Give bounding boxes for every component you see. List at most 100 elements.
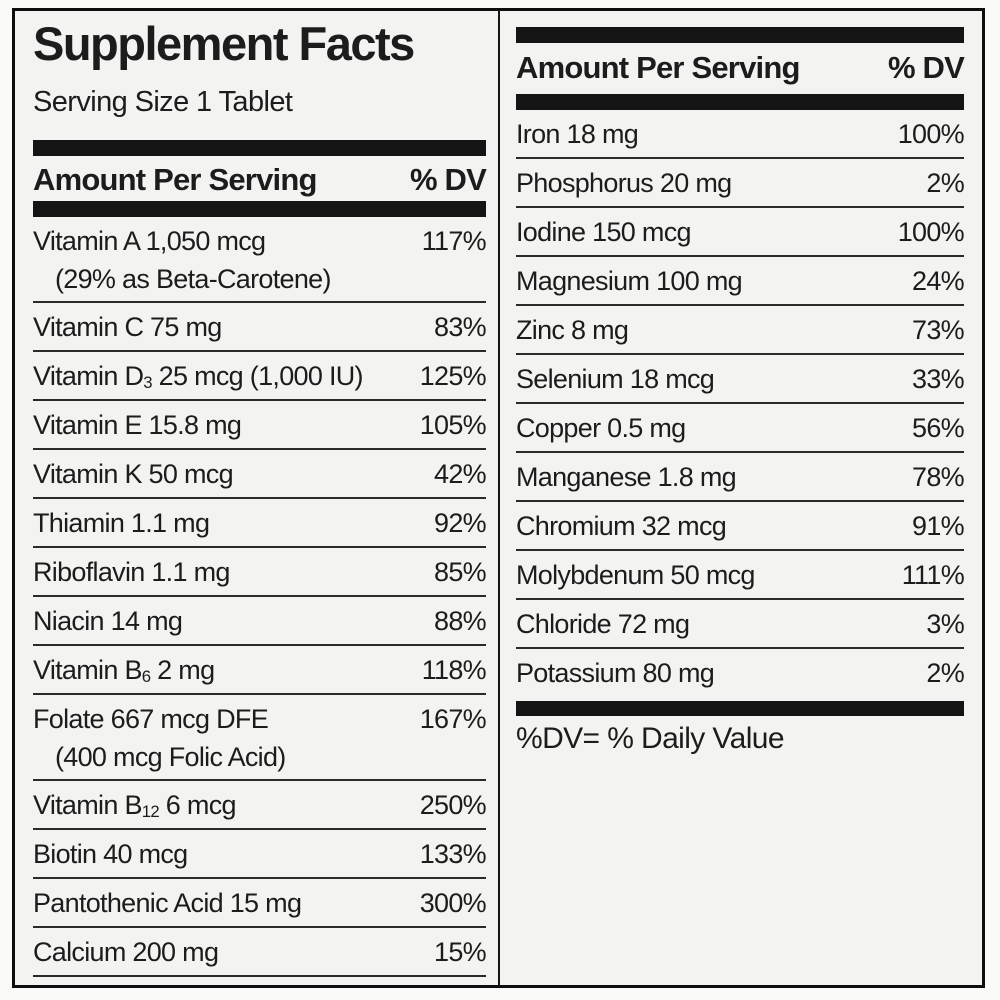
nutrient-name: Chloride 72 mg bbox=[516, 609, 690, 639]
nutrient-row-main: Biotin 40 mcg 133% bbox=[33, 834, 487, 874]
nutrient-name: Iodine 150 mcg bbox=[516, 217, 692, 247]
nutrient-dv-value: 24% bbox=[912, 266, 965, 296]
nutrient-row: Vitamin C 75 mg 83% bbox=[33, 303, 487, 352]
amount-per-serving-label: Amount Per Serving bbox=[33, 162, 317, 197]
nutrient-dv-value: 105% bbox=[419, 410, 487, 440]
nutrient-note: (29% as Beta-Carotene) bbox=[55, 264, 331, 294]
nutrient-dv-value: 100% bbox=[897, 119, 965, 149]
nutrient-row: Niacin 14 mg 88% bbox=[33, 597, 487, 646]
nutrient-row-main: Copper 0.5 mg 56% bbox=[516, 408, 965, 448]
nutrient-row: Vitamin A 1,050 mcg 117% (29% as Beta-Caro… bbox=[33, 217, 487, 303]
percent-dv-label: % DV bbox=[887, 50, 965, 85]
nutrient-dv-value: 3% bbox=[926, 609, 964, 639]
nutrient-dv-value: 125% bbox=[419, 361, 487, 391]
nutrient-row-main: Niacin 14 mg 88% bbox=[33, 601, 487, 641]
nutrient-row-main: Magnesium 100 mg 24% bbox=[516, 261, 965, 301]
daily-value-footnote: %DV= % Daily Value bbox=[516, 722, 785, 755]
nutrient-name: Manganese 1.8 mg bbox=[516, 462, 737, 492]
nutrient-row-main: Molybdenum 50 mcg 111% bbox=[516, 555, 965, 595]
nutrient-row-main: Manganese 1.8 mg 78% bbox=[516, 457, 965, 497]
nutrient-note: (400 mcg Folic Acid) bbox=[55, 742, 286, 772]
nutrient-dv-value: 73% bbox=[912, 315, 965, 345]
nutrient-row-main: Riboflavin 1.1 mg 85% bbox=[33, 552, 487, 592]
nutrient-name: Niacin 14 mg bbox=[33, 606, 183, 636]
nutrient-dv-value: 85% bbox=[434, 557, 487, 587]
column-header-left: Amount Per Serving % DV bbox=[33, 162, 487, 198]
nutrient-row: Magnesium 100 mg 24% bbox=[516, 257, 965, 306]
nutrient-row-main: Vitamin B12 6 mcg 250% bbox=[33, 785, 487, 825]
nutrient-name: Iron 18 mg bbox=[516, 119, 639, 149]
thick-divider-bar bbox=[516, 94, 964, 110]
nutrient-dv-value: 2% bbox=[926, 658, 964, 688]
nutrient-row: Vitamin K 50 mcg 42% bbox=[33, 450, 487, 499]
nutrient-name: Folate 667 mcg DFE bbox=[33, 704, 269, 734]
nutrient-row-main: Vitamin K 50 mcg 42% bbox=[33, 454, 487, 494]
nutrient-row-main: Chromium 32 mcg 91% bbox=[516, 506, 965, 546]
nutrient-row-main: Vitamin C 75 mg 83% bbox=[33, 307, 487, 347]
nutrient-name: Potassium 80 mg bbox=[516, 658, 715, 688]
nutrient-name: Molybdenum 50 mcg bbox=[516, 560, 755, 590]
nutrient-row: Iodine 150 mcg 100% bbox=[516, 208, 965, 257]
nutrient-name: Phosphorus 20 mg bbox=[516, 168, 732, 198]
nutrient-dv-value: 83% bbox=[434, 312, 487, 342]
nutrient-row: Biotin 40 mcg 133% bbox=[33, 830, 487, 879]
nutrient-name: Zinc 8 mg bbox=[516, 315, 629, 345]
nutrient-row-main: Chloride 72 mg 3% bbox=[516, 604, 965, 644]
serving-size: Serving Size 1 Tablet bbox=[33, 86, 293, 118]
nutrient-rows-right: Iron 18 mg 100% Phosphorus 20 mg 2% Iodine 1… bbox=[516, 110, 965, 698]
nutrient-dv-value: 100% bbox=[897, 217, 965, 247]
nutrient-rows-left: Vitamin A 1,050 mcg 117% (29% as Beta-Caro… bbox=[33, 217, 487, 977]
nutrient-name: Vitamin E 15.8 mg bbox=[33, 410, 242, 440]
supplement-facts-label: Supplement Facts Serving Size 1 Tablet A… bbox=[12, 8, 985, 988]
nutrient-row: Pantothenic Acid 15 mg 300% bbox=[33, 879, 487, 928]
nutrient-dv-value: 33% bbox=[912, 364, 965, 394]
nutrient-dv-value: 118% bbox=[421, 655, 487, 685]
nutrient-row: Vitamin E 15.8 mg 105% bbox=[33, 401, 487, 450]
nutrient-row: Vitamin D3 25 mcg (1,000 IU) 125% bbox=[33, 352, 487, 401]
nutrient-dv-value: 91% bbox=[912, 511, 965, 541]
amount-per-serving-label: Amount Per Serving bbox=[516, 50, 800, 85]
nutrient-dv-value: 133% bbox=[419, 839, 487, 869]
nutrient-row-main: Vitamin E 15.8 mg 105% bbox=[33, 405, 487, 445]
nutrient-name: Copper 0.5 mg bbox=[516, 413, 686, 443]
nutrient-name: Biotin 40 mcg bbox=[33, 839, 188, 869]
nutrient-row: Molybdenum 50 mcg 111% bbox=[516, 551, 965, 600]
nutrient-row: Thiamin 1.1 mg 92% bbox=[33, 499, 487, 548]
thick-divider-bar bbox=[516, 701, 964, 716]
nutrient-name: Thiamin 1.1 mg bbox=[33, 508, 210, 538]
nutrient-row-main: Vitamin A 1,050 mcg 117% bbox=[33, 221, 487, 261]
column-header-right: Amount Per Serving % DV bbox=[516, 49, 965, 87]
nutrient-name: Vitamin B6 2 mg bbox=[33, 655, 215, 686]
nutrient-name: Selenium 18 mcg bbox=[516, 364, 715, 394]
nutrient-row: Copper 0.5 mg 56% bbox=[516, 404, 965, 453]
nutrient-name: Vitamin D3 25 mcg (1,000 IU) bbox=[33, 361, 364, 392]
column-divider bbox=[498, 11, 500, 985]
nutrient-row: Phosphorus 20 mg 2% bbox=[516, 159, 965, 208]
nutrient-row: Manganese 1.8 mg 78% bbox=[516, 453, 965, 502]
nutrient-row-main: Selenium 18 mcg 33% bbox=[516, 359, 965, 399]
nutrient-row: Calcium 200 mg 15% bbox=[33, 928, 487, 977]
nutrient-dv-value: 167% bbox=[419, 704, 487, 734]
nutrient-row-main: Phosphorus 20 mg 2% bbox=[516, 163, 965, 203]
nutrient-row: Vitamin B6 2 mg 118% bbox=[33, 646, 487, 695]
nutrient-dv-value: 300% bbox=[419, 888, 487, 918]
nutrient-name: Magnesium 100 mg bbox=[516, 266, 743, 296]
nutrient-row-main: Folate 667 mcg DFE 167% bbox=[33, 699, 487, 739]
nutrient-row-main: Potassium 80 mg 2% bbox=[516, 653, 965, 693]
nutrient-row-main: Pantothenic Acid 15 mg 300% bbox=[33, 883, 487, 923]
nutrient-name: Riboflavin 1.1 mg bbox=[33, 557, 230, 587]
nutrient-row-main: Vitamin B6 2 mg 118% bbox=[33, 650, 487, 690]
nutrient-row: Vitamin B12 6 mcg 250% bbox=[33, 781, 487, 830]
nutrient-row: Riboflavin 1.1 mg 85% bbox=[33, 548, 487, 597]
nutrient-name: Chromium 32 mcg bbox=[516, 511, 727, 541]
nutrient-dv-value: 78% bbox=[912, 462, 965, 492]
nutrient-row: Folate 667 mcg DFE 167% (400 mcg Folic Aci… bbox=[33, 695, 487, 781]
nutrient-row: Chloride 72 mg 3% bbox=[516, 600, 965, 649]
nutrient-dv-value: 42% bbox=[434, 459, 487, 489]
nutrient-name: Pantothenic Acid 15 mg bbox=[33, 888, 302, 918]
nutrient-row: Selenium 18 mcg 33% bbox=[516, 355, 965, 404]
nutrient-dv-value: 92% bbox=[434, 508, 487, 538]
nutrient-row-main: Thiamin 1.1 mg 92% bbox=[33, 503, 487, 543]
thick-divider-bar bbox=[516, 27, 964, 43]
